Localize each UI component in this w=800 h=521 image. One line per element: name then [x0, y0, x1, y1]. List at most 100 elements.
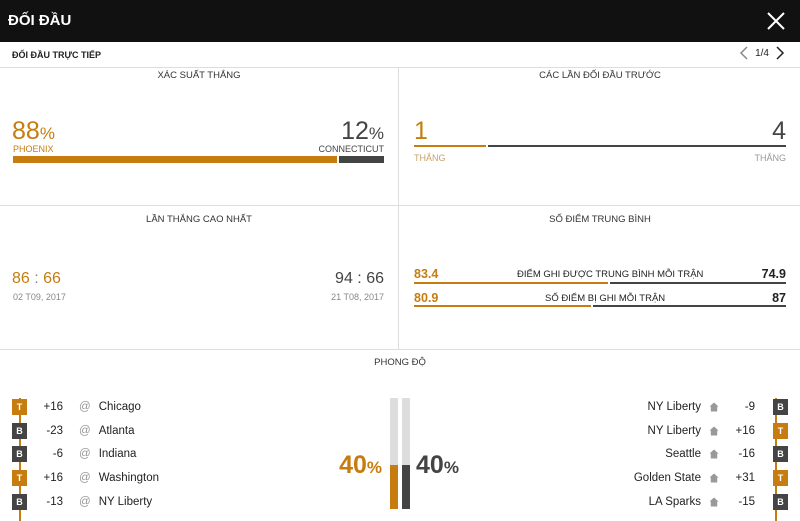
section-title: ĐỐI ĐẦU TRỰC TIẾP — [12, 50, 101, 60]
win-prob-left-value: 88 — [12, 117, 40, 145]
form-right-track — [402, 398, 410, 509]
prev-meetings-right-label: THẮNG — [754, 153, 787, 163]
form-right-pct-unit: % — [443, 458, 459, 477]
away-marker: @ — [79, 471, 91, 484]
form-left-track — [390, 398, 398, 509]
prev-meetings-left-label: THẮNG — [414, 153, 446, 163]
away-marker: @ — [79, 400, 91, 413]
avg-scored-left: 83.4 — [414, 267, 439, 281]
biggest-win-left-date: 02 T09, 2017 — [13, 292, 66, 302]
opponent-name: LA Sparks — [648, 495, 701, 508]
chevron-left-icon[interactable] — [739, 46, 749, 60]
list-item[interactable]: B -23 @ Atlanta — [12, 421, 135, 440]
biggest-win-right-score-a: 94 — [335, 270, 353, 287]
opponent-name: Indiana — [98, 447, 137, 460]
win-prob-right-team: CONNECTICUT — [318, 144, 385, 154]
point-diff: -13 — [46, 495, 63, 508]
form-left-pct: 40% — [339, 451, 382, 480]
avg-scored-left-bar — [414, 282, 608, 284]
avg-conceded-right-bar — [593, 305, 786, 307]
form-left-pct-unit: % — [366, 458, 382, 477]
result-badge: T — [12, 398, 27, 415]
win-prob-left-bar — [13, 156, 337, 163]
result-badge: B — [12, 422, 27, 439]
home-icon — [709, 497, 719, 506]
biggest-win-left-score-a: 86 — [12, 270, 30, 287]
win-prob-right-unit: % — [368, 124, 384, 143]
list-item[interactable]: T +16 @ Washington — [12, 468, 159, 487]
opponent-name: Golden State — [633, 471, 701, 484]
result-badge: B — [12, 445, 27, 462]
form-title: PHONG ĐỘ — [374, 357, 426, 368]
avg-conceded-right: 87 — [772, 291, 786, 305]
point-diff: -16 — [738, 447, 755, 460]
subheader: ĐỐI ĐẦU TRỰC TIẾP 1/4 — [0, 42, 800, 68]
avg-scored-label: ĐIỂM GHI ĐƯỢC TRUNG BÌNH MỖI TRẬN — [517, 269, 704, 280]
opponent-name: NY Liberty — [98, 495, 153, 508]
prev-meetings-right-bar — [488, 145, 786, 147]
result-badge: B — [12, 493, 27, 510]
list-item[interactable]: NY Liberty +16 T — [648, 421, 788, 440]
modal-header: ĐỐI ĐẦU — [0, 0, 800, 42]
list-item[interactable]: B -6 @ Indiana — [12, 444, 136, 463]
away-marker: @ — [79, 495, 91, 508]
result-badge: B — [773, 398, 788, 415]
away-marker: @ — [79, 447, 91, 460]
opponent-name: NY Liberty — [647, 424, 701, 437]
list-item[interactable]: Seattle -16 B — [665, 444, 788, 463]
divider — [0, 205, 800, 206]
win-prob-right: 12% — [341, 117, 384, 146]
win-prob-left-unit: % — [39, 124, 55, 143]
avg-scored-right: 74.9 — [761, 267, 786, 281]
page-indicator: 1/4 — [755, 47, 769, 59]
avg-points-title: SỐ ĐIỂM TRUNG BÌNH — [549, 214, 651, 225]
score-separator: : — [34, 270, 39, 287]
win-prob-right-value: 12 — [341, 117, 369, 145]
result-badge: B — [773, 445, 788, 462]
win-prob-left-team: PHOENIX — [13, 144, 54, 154]
list-item[interactable]: Golden State +31 T — [634, 468, 788, 487]
point-diff: -9 — [744, 400, 755, 413]
result-badge: T — [12, 469, 27, 486]
list-item[interactable]: T +16 @ Chicago — [12, 397, 141, 416]
avg-conceded-label: SỐ ĐIỂM BỊ GHI MỖI TRẬN — [545, 293, 666, 304]
point-diff: -15 — [738, 495, 755, 508]
point-diff: +31 — [735, 471, 755, 484]
result-badge: B — [773, 493, 788, 510]
form-left-pct-value: 40 — [339, 451, 367, 479]
list-item[interactable]: NY Liberty -9 B — [648, 397, 788, 416]
biggest-win-title: LẦN THẮNG CAO NHẤT — [146, 214, 252, 225]
point-diff: +16 — [43, 400, 63, 413]
biggest-win-right-score-b: 66 — [366, 270, 384, 287]
home-icon — [709, 473, 719, 482]
opponent-name: Chicago — [98, 400, 141, 413]
divider — [398, 67, 399, 349]
pager: 1/4 — [739, 46, 785, 60]
avg-conceded-left-bar — [414, 305, 591, 307]
divider — [0, 349, 800, 350]
form-right-pct: 40% — [416, 451, 459, 480]
form-left-bar — [390, 465, 398, 509]
home-icon — [709, 426, 719, 435]
modal-title: ĐỐI ĐẦU — [8, 12, 72, 29]
point-diff: -6 — [52, 447, 63, 460]
biggest-win-right-score: 94 : 66 — [335, 270, 384, 288]
avg-conceded-left: 80.9 — [414, 291, 439, 305]
score-separator: : — [357, 270, 362, 287]
home-icon — [709, 402, 719, 411]
point-diff: +16 — [735, 424, 755, 437]
win-prob-left: 88% — [12, 117, 55, 146]
list-item[interactable]: LA Sparks -15 B — [649, 492, 788, 511]
opponent-name: Atlanta — [98, 424, 135, 437]
prev-meetings-left-value: 1 — [414, 117, 428, 145]
chevron-right-icon[interactable] — [775, 46, 785, 60]
opponent-name: Washington — [98, 471, 159, 484]
avg-scored-right-bar — [610, 282, 786, 284]
prev-meetings-left-bar — [414, 145, 486, 147]
result-badge: T — [773, 469, 788, 486]
opponent-name: Seattle — [665, 447, 701, 460]
close-icon[interactable] — [766, 11, 786, 31]
win-prob-right-bar — [339, 156, 384, 163]
list-item[interactable]: B -13 @ NY Liberty — [12, 492, 152, 511]
biggest-win-left-score-b: 66 — [43, 270, 61, 287]
